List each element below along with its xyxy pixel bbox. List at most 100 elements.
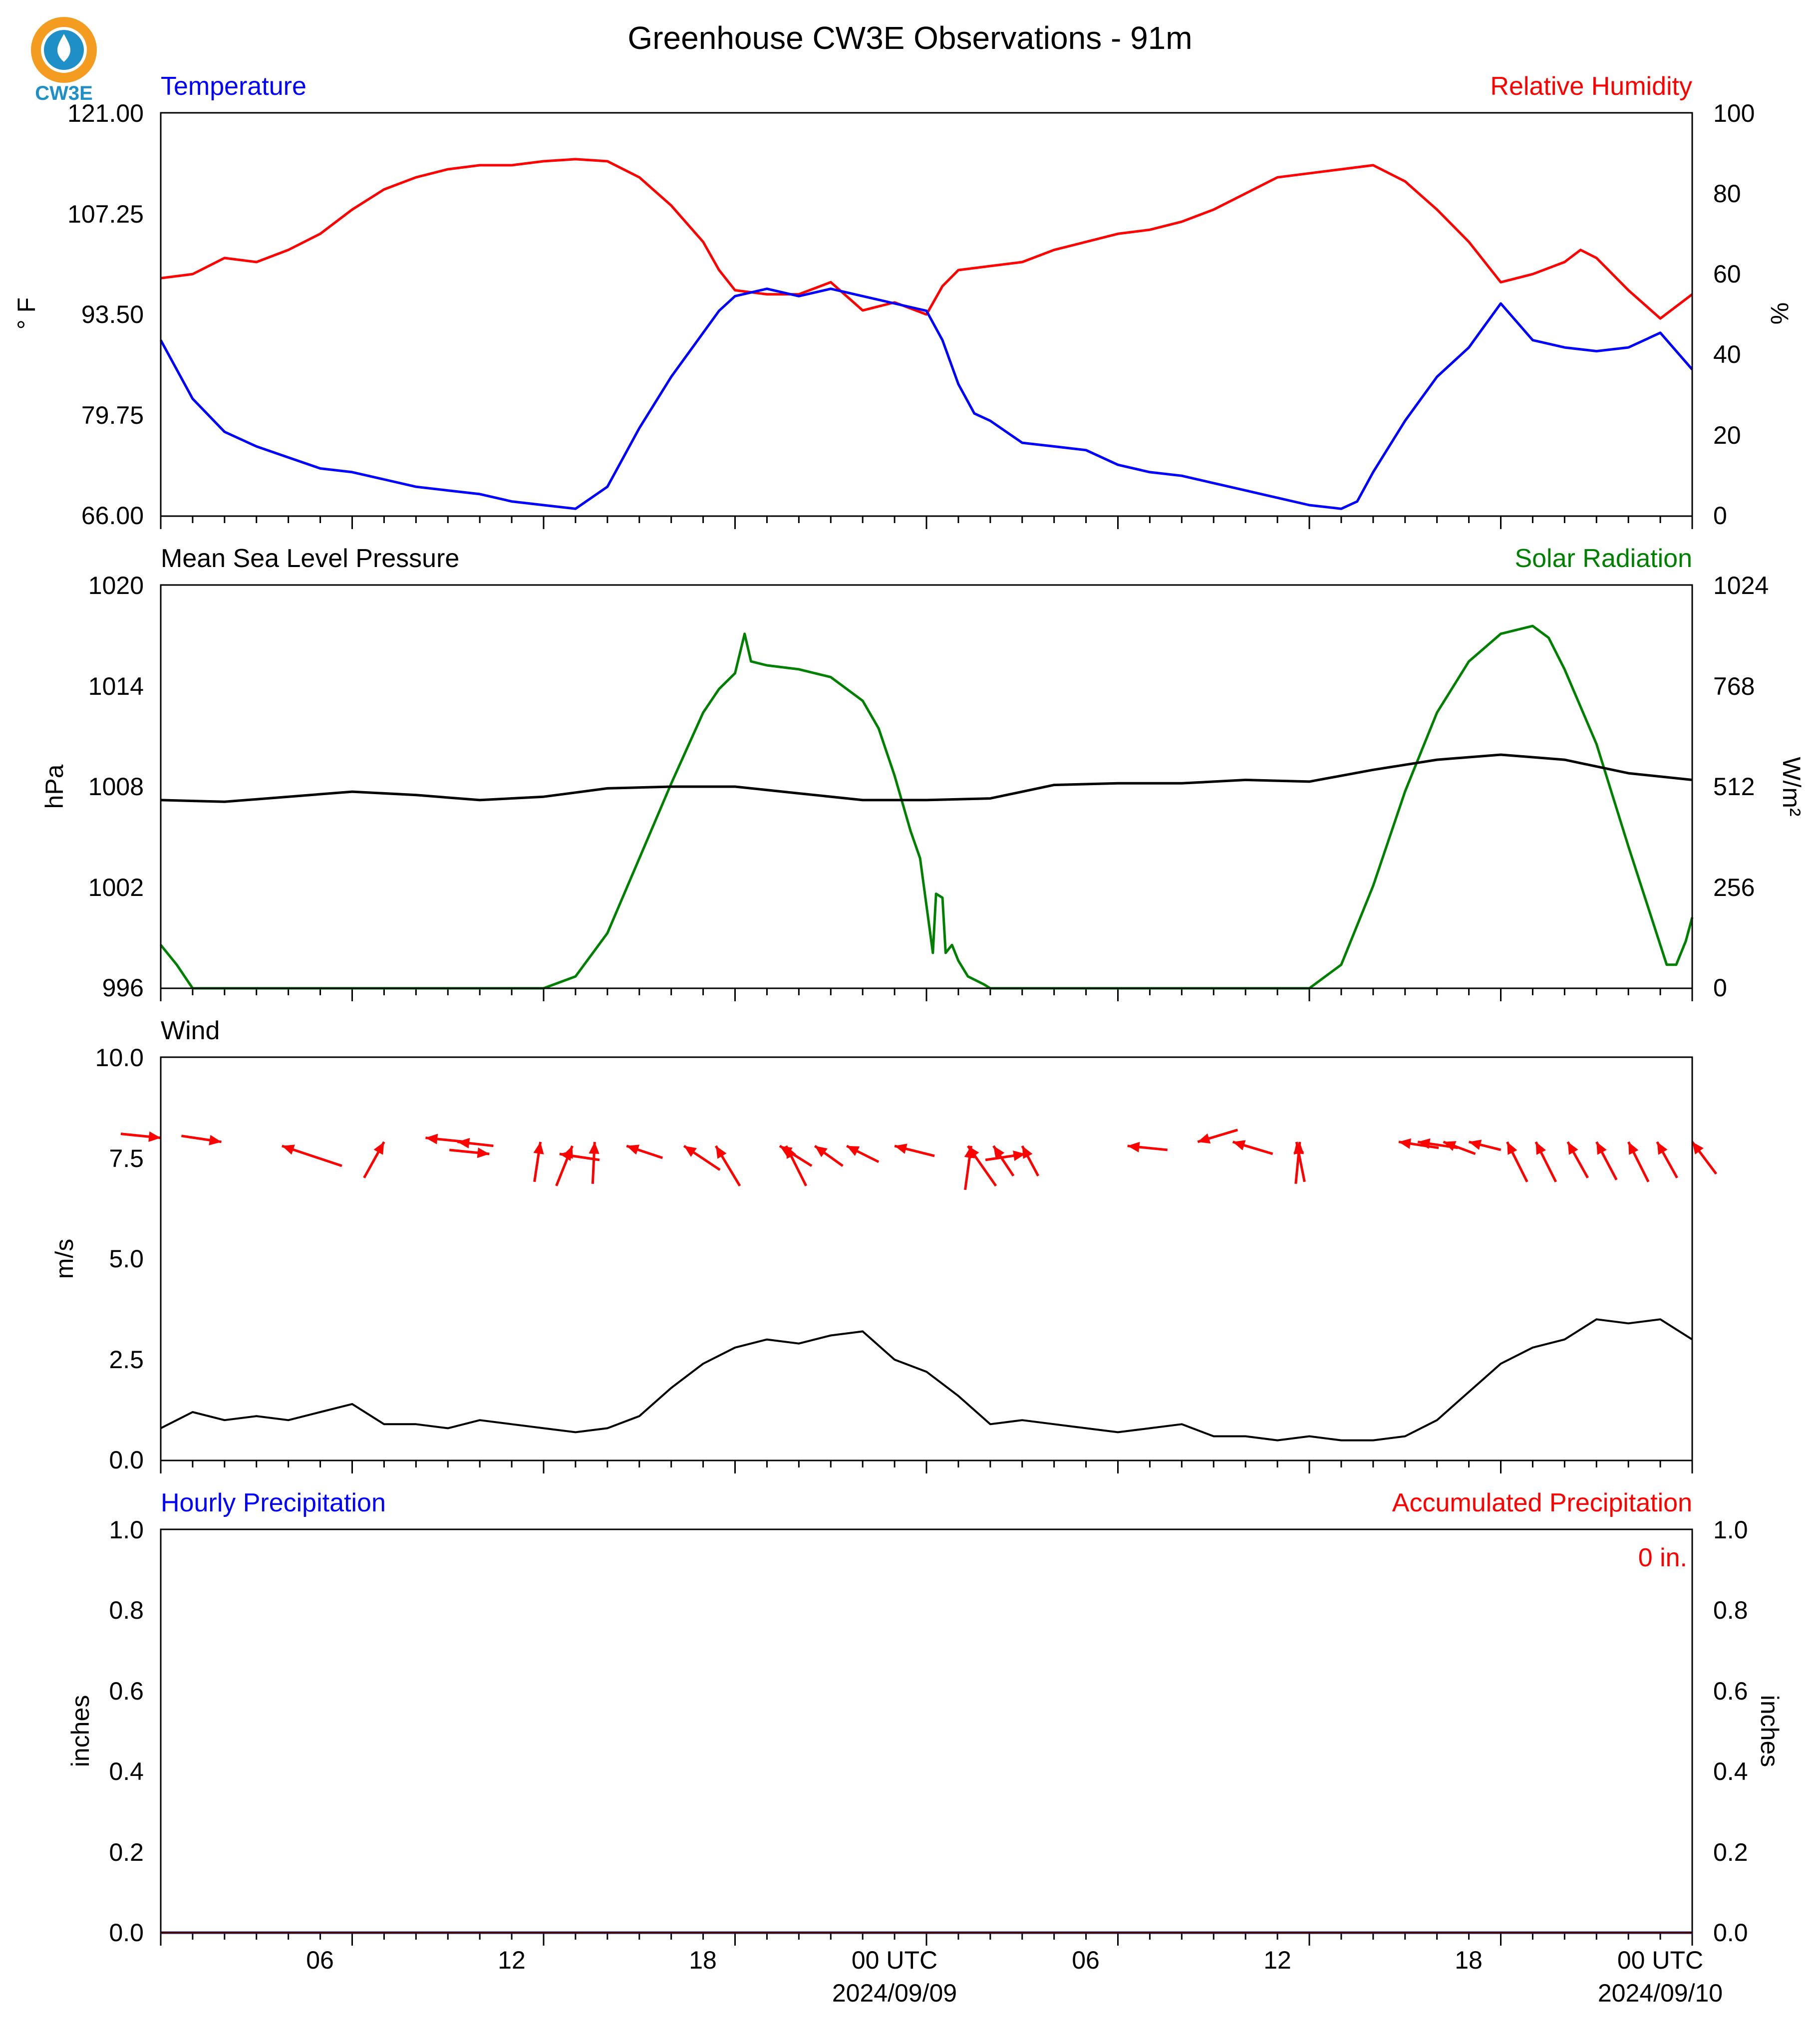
- solar-tick-label: 1024: [1713, 572, 1769, 599]
- wind-arrow: [1506, 1141, 1528, 1182]
- x-tick-date: 2024/09/09: [832, 1979, 957, 2007]
- accum-precip-total: 0 in.: [1638, 1543, 1687, 1572]
- temperature-tick-label: 121.00: [67, 99, 144, 127]
- wind-axis-label: m/s: [50, 1239, 78, 1279]
- wind-arrow: [589, 1142, 600, 1184]
- hourly-precip-title: Hourly Precipitation: [161, 1488, 386, 1517]
- wind-arrow: [1443, 1141, 1476, 1156]
- wind-arrow: [1595, 1141, 1618, 1180]
- accum-precip-tick-label: 0.2: [1713, 1838, 1748, 1866]
- temperature-tick-label: 93.50: [81, 300, 144, 328]
- pressure-tick-label: 1020: [88, 572, 144, 599]
- x-tick-label: 00 UTC: [1617, 1946, 1703, 1974]
- logo-text: CW3E: [35, 82, 93, 104]
- pressure-ticks: 1020 1014 1008 1002 996: [88, 572, 144, 1002]
- wind-arrow: [814, 1145, 844, 1167]
- panel-pressure-solar: Mean Sea Level Pressure Solar Radiation …: [40, 544, 1806, 1002]
- wind-arrow: [1293, 1142, 1304, 1184]
- temperature-humidity-frame: [160, 112, 1693, 517]
- wind-arrow: [1197, 1129, 1238, 1144]
- wind-tick-label: 2.5: [109, 1346, 144, 1374]
- pressure-solar-plot: [160, 624, 1694, 990]
- pressure-title: Mean Sea Level Pressure: [161, 544, 459, 573]
- x-axis-labels: 06 12 18 00 UTC 2024/09/09 06 12 18 00 U…: [306, 1946, 1723, 2007]
- temperature-humidity-plot: [159, 158, 1693, 510]
- pressure-solar-frame: [160, 584, 1693, 989]
- pressure-tick-label: 996: [102, 974, 144, 1002]
- precipitation-frame: [160, 1528, 1693, 1934]
- temperature-tick-label: 107.25: [67, 200, 144, 228]
- solar-tick-label: 768: [1713, 672, 1755, 700]
- temperature-title: Temperature: [161, 72, 306, 101]
- humidity-tick-label: 80: [1713, 180, 1741, 208]
- wind-tick-label: 5.0: [109, 1245, 144, 1273]
- humidity-axis-label: %: [1766, 302, 1794, 324]
- temperature-line: [159, 288, 1693, 510]
- temperature-tick-label: 66.00: [81, 502, 144, 530]
- accum-precip-axis-label: inches: [1756, 1695, 1784, 1767]
- x-tick-label: 18: [689, 1946, 717, 1974]
- solar-tick-label: 0: [1713, 974, 1727, 1002]
- pressure-tick-label: 1008: [88, 773, 144, 801]
- wind-arrow: [555, 1145, 574, 1186]
- wind-tick-label: 0.0: [109, 1446, 144, 1474]
- wind-arrow: [1127, 1142, 1168, 1153]
- wind-speed-line: [160, 1318, 1693, 1442]
- x-tick-label: 00 UTC: [852, 1946, 937, 1974]
- wind-arrow: [1232, 1140, 1273, 1156]
- humidity-title: Relative Humidity: [1490, 72, 1692, 101]
- wind-arrow: [1468, 1140, 1502, 1152]
- x-tick-label: 06: [1072, 1946, 1100, 1974]
- wind-title: Wind: [161, 1016, 220, 1045]
- accum-precip-tick-label: 0.8: [1713, 1596, 1748, 1624]
- hourly-precip-axis-label: inches: [66, 1695, 94, 1767]
- wind-arrow: [785, 1145, 808, 1186]
- accum-precip-tick-label: 0.0: [1713, 1919, 1748, 1947]
- wind-arrow: [714, 1145, 741, 1187]
- humidity-line: [160, 158, 1693, 320]
- wind-arrow: [1021, 1145, 1040, 1176]
- figure-title: Greenhouse CW3E Observations - 91m: [627, 20, 1192, 56]
- wind-arrow: [1398, 1138, 1439, 1150]
- wind-arrow: [992, 1145, 1015, 1177]
- wind-tick-marks: [160, 1460, 1693, 1473]
- temperature-ticks: 121.00 107.25 93.50 79.75 66.00: [67, 99, 144, 530]
- hourly-precip-ticks: 1.0 0.8 0.6 0.4 0.2 0.0: [109, 1516, 144, 1947]
- wind-arrow: [120, 1131, 161, 1142]
- hourly-precip-tick-label: 0.2: [109, 1838, 144, 1866]
- wind-arrow: [533, 1142, 544, 1182]
- wind-tick-label: 10.0: [95, 1044, 144, 1072]
- solar-title: Solar Radiation: [1515, 544, 1692, 573]
- wind-arrow: [282, 1145, 342, 1167]
- humidity-ticks: 100 80 60 40 20 0: [1713, 99, 1755, 530]
- wind-arrow: [985, 1151, 1026, 1161]
- pressure-solar-tick-marks: [160, 988, 1693, 1001]
- solar-tick-label: 256: [1713, 873, 1755, 901]
- solar-radiation-line: [160, 624, 1694, 990]
- wind-tick-label: 7.5: [109, 1145, 144, 1172]
- wind-arrow: [964, 1146, 975, 1190]
- humidity-tick-label: 40: [1713, 340, 1741, 368]
- precipitation-tick-marks: [160, 1933, 1693, 1946]
- pressure-tick-label: 1002: [88, 873, 144, 901]
- wind-arrow: [1691, 1141, 1717, 1175]
- wind-arrow: [894, 1144, 935, 1158]
- humidity-tick-label: 100: [1713, 99, 1755, 127]
- panel-temperature-humidity: Temperature Relative Humidity ° F % 121.…: [12, 72, 1794, 530]
- x-tick-label: 18: [1455, 1946, 1483, 1974]
- humidity-tick-label: 20: [1713, 421, 1741, 449]
- wind-frame: [160, 1056, 1693, 1461]
- hourly-precip-tick-label: 0.8: [109, 1596, 144, 1624]
- humidity-tick-label: 60: [1713, 260, 1741, 288]
- wind-arrow: [1534, 1141, 1557, 1182]
- accum-precip-tick-label: 0.6: [1713, 1677, 1748, 1705]
- wind-ticks: 10.0 7.5 5.0 2.5 0.0: [95, 1044, 144, 1474]
- wind-arrow: [683, 1145, 721, 1171]
- hourly-precip-tick-label: 0.6: [109, 1677, 144, 1705]
- water-drop-icon: [57, 34, 71, 62]
- wind-arrow: [626, 1145, 663, 1159]
- panel-wind: Wind m/s 10.0 7.5 5.0 2.5 0.0: [50, 1016, 1717, 1474]
- solar-ticks: 1024 768 512 256 0: [1713, 572, 1769, 1002]
- temperature-humidity-tick-marks: [160, 516, 1693, 529]
